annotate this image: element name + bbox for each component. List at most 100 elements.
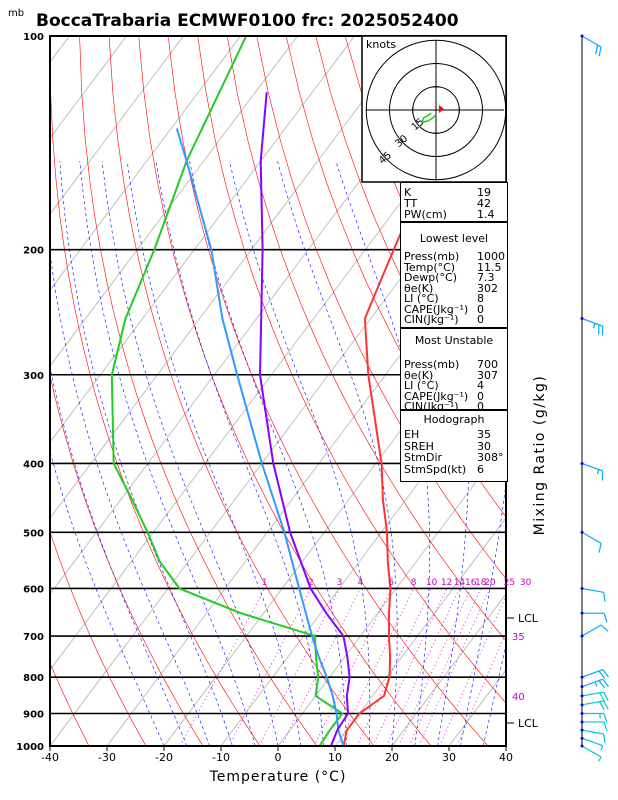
wind-barb <box>580 586 606 602</box>
mixing-ratio-line <box>408 588 482 746</box>
temperature-tick-label: 0 <box>275 751 282 764</box>
wind-barb-dot <box>580 34 584 38</box>
mixing-ratio-label: 1 <box>262 578 268 588</box>
lowest-level-label: θe(K) <box>404 281 434 295</box>
mixing-ratio-label: 2 <box>308 578 314 588</box>
pressure-tick-label: 900 <box>23 710 44 721</box>
lowest-level-value: 0 <box>477 313 484 326</box>
most-unstable-value: 700 <box>477 358 498 371</box>
wind-barb-dot <box>580 461 584 465</box>
mixing-ratio-label: 3 <box>337 578 343 588</box>
wind-barb <box>580 624 609 638</box>
hodograph-unit-label: knots <box>366 38 396 51</box>
index-panel-basic: K 19 TT 42 PW(cm) 1.4 <box>400 182 508 222</box>
pressure-tick-label: 300 <box>23 371 44 382</box>
wind-barb-dot <box>580 703 584 707</box>
isotherm <box>50 36 127 139</box>
lcl-label-upper: LCL <box>518 612 539 625</box>
pressure-tick-label: 200 <box>23 246 44 257</box>
mixing-ratio-label: 12 <box>441 578 452 588</box>
basic-index-value: 42 <box>477 197 491 210</box>
basic-index-label: K <box>404 186 412 199</box>
moist-adiabat <box>79 160 256 746</box>
pressure-tick-label: 800 <box>23 673 44 684</box>
most-unstable-value: 0 <box>477 400 484 413</box>
mixing-ratio-line <box>258 588 340 746</box>
dry-adiabat <box>79 36 318 746</box>
isotherm <box>0 36 13 746</box>
mixing-ratio-line <box>439 595 506 746</box>
lowest-level-label: LI (°C) <box>404 292 439 305</box>
pressure-tick-label: 400 <box>23 459 44 470</box>
dry-adiabat <box>50 36 261 746</box>
wind-barb <box>580 720 608 732</box>
dry-adiabat <box>285 36 506 518</box>
dry-adiabat <box>226 36 506 642</box>
series-temperature <box>342 36 481 746</box>
pressure-tick-label: 1000 <box>16 742 44 753</box>
dry-adiabat <box>611 36 618 746</box>
wind-barb <box>580 317 604 336</box>
pressure-unit-label: mb <box>8 8 24 19</box>
lcl-label-lower: LCL <box>518 717 539 730</box>
dry-adiabat <box>197 36 506 704</box>
mixing-ratio-label: 8 <box>411 578 417 588</box>
isotherm <box>391 593 506 746</box>
temperature-tick-label: 30 <box>442 751 456 764</box>
mixing-ratio-label: 10 <box>426 578 438 588</box>
most-unstable-label: LI (°C) <box>404 379 439 392</box>
lowest-level-value: 7.3 <box>477 271 495 284</box>
mixing-ratio-label: 4 <box>358 578 364 588</box>
wind-barb-dot <box>580 317 584 321</box>
dry-adiabat <box>256 36 506 580</box>
most-unstable-value: 4 <box>477 379 484 392</box>
wind-barb-dot <box>580 728 584 732</box>
wind-barb <box>580 530 602 553</box>
wetbulb-label: 40 <box>512 692 525 703</box>
temperature-tick-label: -40 <box>41 751 59 764</box>
wind-barb-dot <box>580 586 584 590</box>
wind-barb <box>580 461 604 481</box>
mixing-ratio-label: 25 <box>504 578 515 588</box>
hodograph-storm-marker <box>439 105 444 113</box>
wind-barb-dot <box>580 685 584 689</box>
wind-barb-dot <box>580 712 584 716</box>
hodograph-index-value: 30 <box>477 439 491 453</box>
lowest-level-value: 302 <box>477 281 498 295</box>
hodograph-index-label: EH <box>404 428 420 441</box>
wind-barb <box>580 736 604 751</box>
wetbulb-labels: 35 40 <box>512 632 525 703</box>
moist-adiabat <box>277 160 398 746</box>
isotherm <box>277 441 506 746</box>
wind-barb <box>580 34 602 57</box>
wind-barb <box>580 611 608 623</box>
lowest-level-header: Lowest level <box>419 232 489 245</box>
wind-barb <box>580 728 606 744</box>
pressure-tick-label: 100 <box>23 32 44 43</box>
wetbulb-label: 35 <box>512 632 525 643</box>
mixing-ratio-label: 18 <box>475 578 487 588</box>
basic-index-value: 19 <box>477 186 491 199</box>
temperature-tick-label: 20 <box>385 751 399 764</box>
moist-adiabat <box>155 160 324 746</box>
basic-index-label: TT <box>404 197 418 210</box>
most-unstable-label: Press(mb) <box>404 358 460 371</box>
wind-barb-dot <box>580 720 584 724</box>
wind-barb <box>580 678 610 689</box>
series-dewpoint <box>110 36 344 746</box>
temperature-tick-label: -30 <box>98 751 116 764</box>
wind-barbs <box>580 34 610 762</box>
basic-index-label: PW(cm) <box>404 208 447 221</box>
hodograph-index-label: SREH <box>404 439 434 453</box>
moist-adiabat <box>460 160 506 746</box>
lowest-level-value: 8 <box>477 292 484 305</box>
mixing-ratio-label: 6 <box>388 578 394 588</box>
mixing-ratio-line <box>418 588 491 746</box>
dry-adiabat <box>552 36 618 746</box>
wind-barb <box>580 669 610 679</box>
most-unstable-value: 0 <box>477 389 484 403</box>
wind-barb <box>580 712 608 723</box>
lowest-level-value: 11.5 <box>477 260 502 274</box>
